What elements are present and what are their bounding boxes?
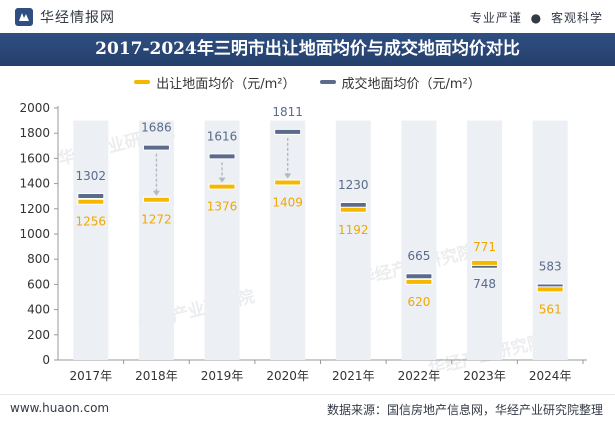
gap-arrow-3 bbox=[284, 173, 292, 179]
supply-marker-1 bbox=[142, 196, 170, 203]
supply-marker-7 bbox=[536, 286, 564, 293]
title-band bbox=[0, 33, 615, 66]
y-tick-label-1400: 1400 bbox=[19, 177, 50, 191]
category-column-2 bbox=[204, 120, 240, 360]
supply-value-label-4: 1192 bbox=[338, 223, 369, 237]
category-column-6 bbox=[467, 120, 503, 360]
legend-item-supply[interactable]: 出让地面均价（元/m²） bbox=[134, 73, 296, 92]
deal-value-label-6: 748 bbox=[473, 277, 496, 291]
deal-marker-1 bbox=[142, 144, 170, 151]
x-tick-label-3: 2020年 bbox=[266, 369, 309, 383]
supply-marker-3 bbox=[274, 179, 302, 186]
deal-value-label-2: 1616 bbox=[207, 129, 238, 143]
deal-value-label-5: 665 bbox=[407, 249, 430, 263]
x-tick-label-5: 2022年 bbox=[398, 369, 441, 383]
supply-value-label-3: 1409 bbox=[272, 195, 303, 209]
deal-value-label-1: 1686 bbox=[141, 121, 172, 135]
category-column-3 bbox=[270, 120, 306, 360]
footer-divider bbox=[0, 394, 615, 395]
tagline-left: 专业严谨 bbox=[469, 11, 522, 25]
deal-value-label-7: 583 bbox=[539, 260, 562, 274]
y-tick-label-400: 400 bbox=[27, 303, 50, 317]
y-tick-label-1600: 1600 bbox=[19, 151, 50, 165]
y-tick-label-0: 0 bbox=[42, 353, 50, 367]
y-tick-label-800: 800 bbox=[27, 252, 50, 266]
chart-title: 2017-2024年三明市出让地面均价与成交地面均价对比 bbox=[95, 39, 520, 59]
supply-marker-4 bbox=[339, 206, 367, 213]
deal-marker-0 bbox=[77, 192, 105, 199]
deal-marker-4 bbox=[339, 202, 367, 209]
footer-website[interactable]: www.huaon.com bbox=[10, 401, 110, 415]
header-bar: 华经情报网 专业严谨 ● 客观科学 bbox=[0, 0, 615, 34]
deal-marker-5 bbox=[405, 273, 433, 280]
y-tick-label-600: 600 bbox=[27, 277, 50, 291]
brand[interactable]: 华经情报网 bbox=[14, 7, 115, 27]
legend-label-deal: 成交地面均价（元/m²） bbox=[341, 76, 481, 92]
deal-marker-2 bbox=[208, 153, 236, 160]
supply-value-label-5: 620 bbox=[407, 295, 430, 309]
supply-marker-2 bbox=[208, 183, 236, 190]
category-column-7 bbox=[532, 120, 568, 360]
x-tick-label-1: 2018年 bbox=[135, 369, 178, 383]
x-tick-label-4: 2021年 bbox=[332, 369, 375, 383]
legend-swatch-supply bbox=[134, 80, 151, 84]
supply-value-label-2: 1376 bbox=[207, 200, 238, 214]
x-tick-label-7: 2024年 bbox=[529, 369, 572, 383]
supply-value-label-0: 1256 bbox=[76, 215, 107, 229]
y-tick-label-1800: 1800 bbox=[19, 126, 50, 140]
legend: 出让地面均价（元/m²） 成交地面均价（元/m²） bbox=[0, 72, 615, 92]
supply-value-label-6: 771 bbox=[473, 240, 496, 254]
legend-item-deal[interactable]: 成交地面均价（元/m²） bbox=[319, 73, 481, 92]
y-tick-label-1000: 1000 bbox=[19, 227, 50, 241]
y-tick-label-1200: 1200 bbox=[19, 202, 50, 216]
category-column-4 bbox=[335, 120, 371, 360]
logo-icon bbox=[15, 8, 33, 26]
supply-marker-5 bbox=[405, 278, 433, 285]
tagline-separator: ● bbox=[530, 11, 543, 25]
gap-arrow-1 bbox=[152, 190, 160, 196]
category-column-5 bbox=[401, 120, 437, 360]
supply-marker-6 bbox=[471, 259, 499, 266]
supply-value-label-1: 1272 bbox=[141, 213, 172, 227]
legend-label-supply: 出让地面均价（元/m²） bbox=[156, 76, 296, 92]
deal-marker-3 bbox=[274, 128, 302, 135]
deal-value-label-4: 1230 bbox=[338, 178, 369, 192]
tagline-right: 客观科学 bbox=[550, 11, 603, 25]
deal-value-label-0: 1302 bbox=[76, 169, 107, 183]
tagline: 专业严谨 ● 客观科学 bbox=[470, 9, 603, 26]
deal-value-label-3: 1811 bbox=[272, 105, 303, 119]
brand-name: 华经情报网 bbox=[40, 10, 115, 26]
gap-arrow-2 bbox=[218, 177, 226, 183]
y-tick-label-2000: 2000 bbox=[19, 101, 50, 115]
y-tick-label-200: 200 bbox=[27, 328, 50, 342]
legend-swatch-deal bbox=[319, 80, 336, 84]
category-column-0 bbox=[73, 120, 109, 360]
footer-source: 数据来源：国信房地产信息网，华经产业研究院整理 bbox=[326, 403, 603, 417]
supply-value-label-7: 561 bbox=[539, 302, 562, 316]
x-tick-label-2: 2019年 bbox=[201, 369, 244, 383]
x-tick-label-0: 2017年 bbox=[70, 369, 113, 383]
x-tick-label-6: 2023年 bbox=[463, 369, 506, 383]
supply-marker-0 bbox=[77, 198, 105, 205]
